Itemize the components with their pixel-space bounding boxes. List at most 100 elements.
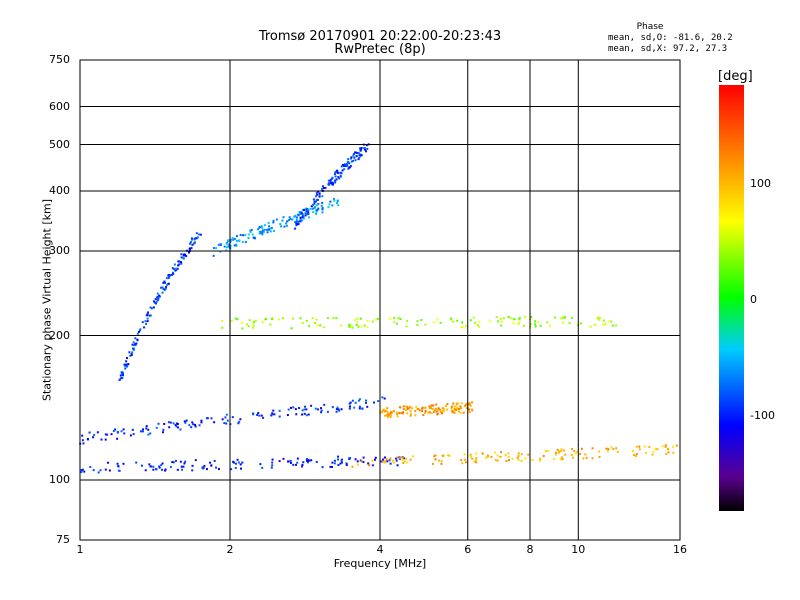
data-point: [169, 274, 172, 277]
data-point: [139, 328, 142, 331]
data-point: [352, 153, 355, 156]
data-point: [271, 464, 274, 467]
data-point: [463, 453, 466, 456]
data-point: [638, 445, 641, 448]
data-point: [574, 452, 577, 455]
data-point: [365, 150, 368, 153]
data-point: [242, 234, 245, 237]
data-point: [396, 413, 399, 416]
data-point: [191, 469, 194, 472]
data-point: [563, 316, 566, 319]
data-point: [502, 317, 505, 320]
data-point: [185, 419, 188, 422]
data-point: [440, 409, 443, 412]
data-point: [386, 460, 389, 463]
data-point: [336, 202, 339, 205]
data-point: [446, 454, 449, 457]
data-point: [200, 421, 203, 424]
data-point: [225, 413, 228, 416]
data-point: [359, 149, 362, 152]
data-point: [354, 401, 357, 404]
data-point: [142, 428, 145, 431]
data-point: [280, 225, 283, 228]
data-point: [315, 460, 318, 463]
data-point: [287, 460, 290, 463]
data-point: [252, 324, 255, 327]
data-point: [258, 232, 261, 235]
data-point: [174, 424, 177, 427]
data-point: [356, 151, 359, 154]
data-point: [121, 374, 124, 377]
data-point: [86, 438, 89, 441]
data-point: [322, 187, 325, 190]
data-point: [132, 348, 135, 351]
data-point: [235, 239, 238, 242]
data-point: [351, 399, 354, 402]
data-point: [437, 407, 440, 410]
data-point: [358, 156, 361, 159]
data-point: [240, 321, 243, 324]
data-point: [455, 403, 458, 406]
data-point: [414, 410, 417, 413]
data-point: [331, 461, 334, 464]
data-point: [350, 160, 353, 163]
phase-stats-x: mean, sd,X: 97.2, 27.3: [608, 44, 728, 54]
data-point: [278, 460, 281, 463]
data-point: [157, 297, 160, 300]
data-point: [500, 324, 503, 327]
data-point: [357, 325, 360, 328]
data-point: [83, 470, 86, 473]
data-point: [297, 223, 300, 226]
data-point: [553, 316, 556, 319]
data-point: [307, 211, 310, 214]
data-point: [145, 427, 148, 430]
data-point: [193, 237, 196, 240]
data-point: [409, 458, 412, 461]
data-point: [360, 460, 363, 463]
data-point: [461, 325, 464, 328]
data-point: [428, 406, 431, 409]
data-point: [309, 207, 312, 210]
data-point: [334, 175, 337, 178]
data-point: [234, 317, 237, 320]
data-point: [131, 351, 134, 354]
data-point: [520, 453, 523, 456]
data-point: [374, 456, 377, 459]
data-point: [340, 408, 343, 411]
data-point: [364, 401, 367, 404]
data-point: [371, 464, 374, 467]
data-point: [200, 419, 203, 422]
data-point: [333, 459, 336, 462]
data-point: [313, 200, 316, 203]
data-point: [261, 229, 264, 232]
data-point: [299, 216, 302, 219]
data-point: [321, 195, 324, 198]
data-point: [169, 466, 172, 469]
data-point: [561, 458, 564, 461]
data-point: [189, 242, 192, 245]
data-point: [463, 404, 466, 407]
data-point: [560, 448, 563, 451]
data-point: [359, 459, 362, 462]
data-point: [517, 322, 520, 325]
data-point: [123, 363, 126, 366]
data-point: [384, 410, 387, 413]
data-point: [460, 326, 463, 329]
data-point: [553, 458, 556, 461]
data-point: [127, 363, 130, 366]
data-point: [537, 320, 540, 323]
data-point: [120, 373, 123, 376]
data-point: [334, 171, 337, 174]
data-point: [106, 433, 109, 436]
data-point: [266, 231, 269, 234]
data-point: [336, 171, 339, 174]
data-point: [500, 320, 503, 323]
data-point: [524, 457, 527, 460]
data-point: [183, 420, 186, 423]
data-point: [271, 412, 274, 415]
data-point: [368, 464, 371, 467]
data-point: [352, 154, 355, 157]
data-point: [261, 466, 264, 469]
data-point: [194, 459, 197, 462]
data-point: [333, 197, 336, 200]
